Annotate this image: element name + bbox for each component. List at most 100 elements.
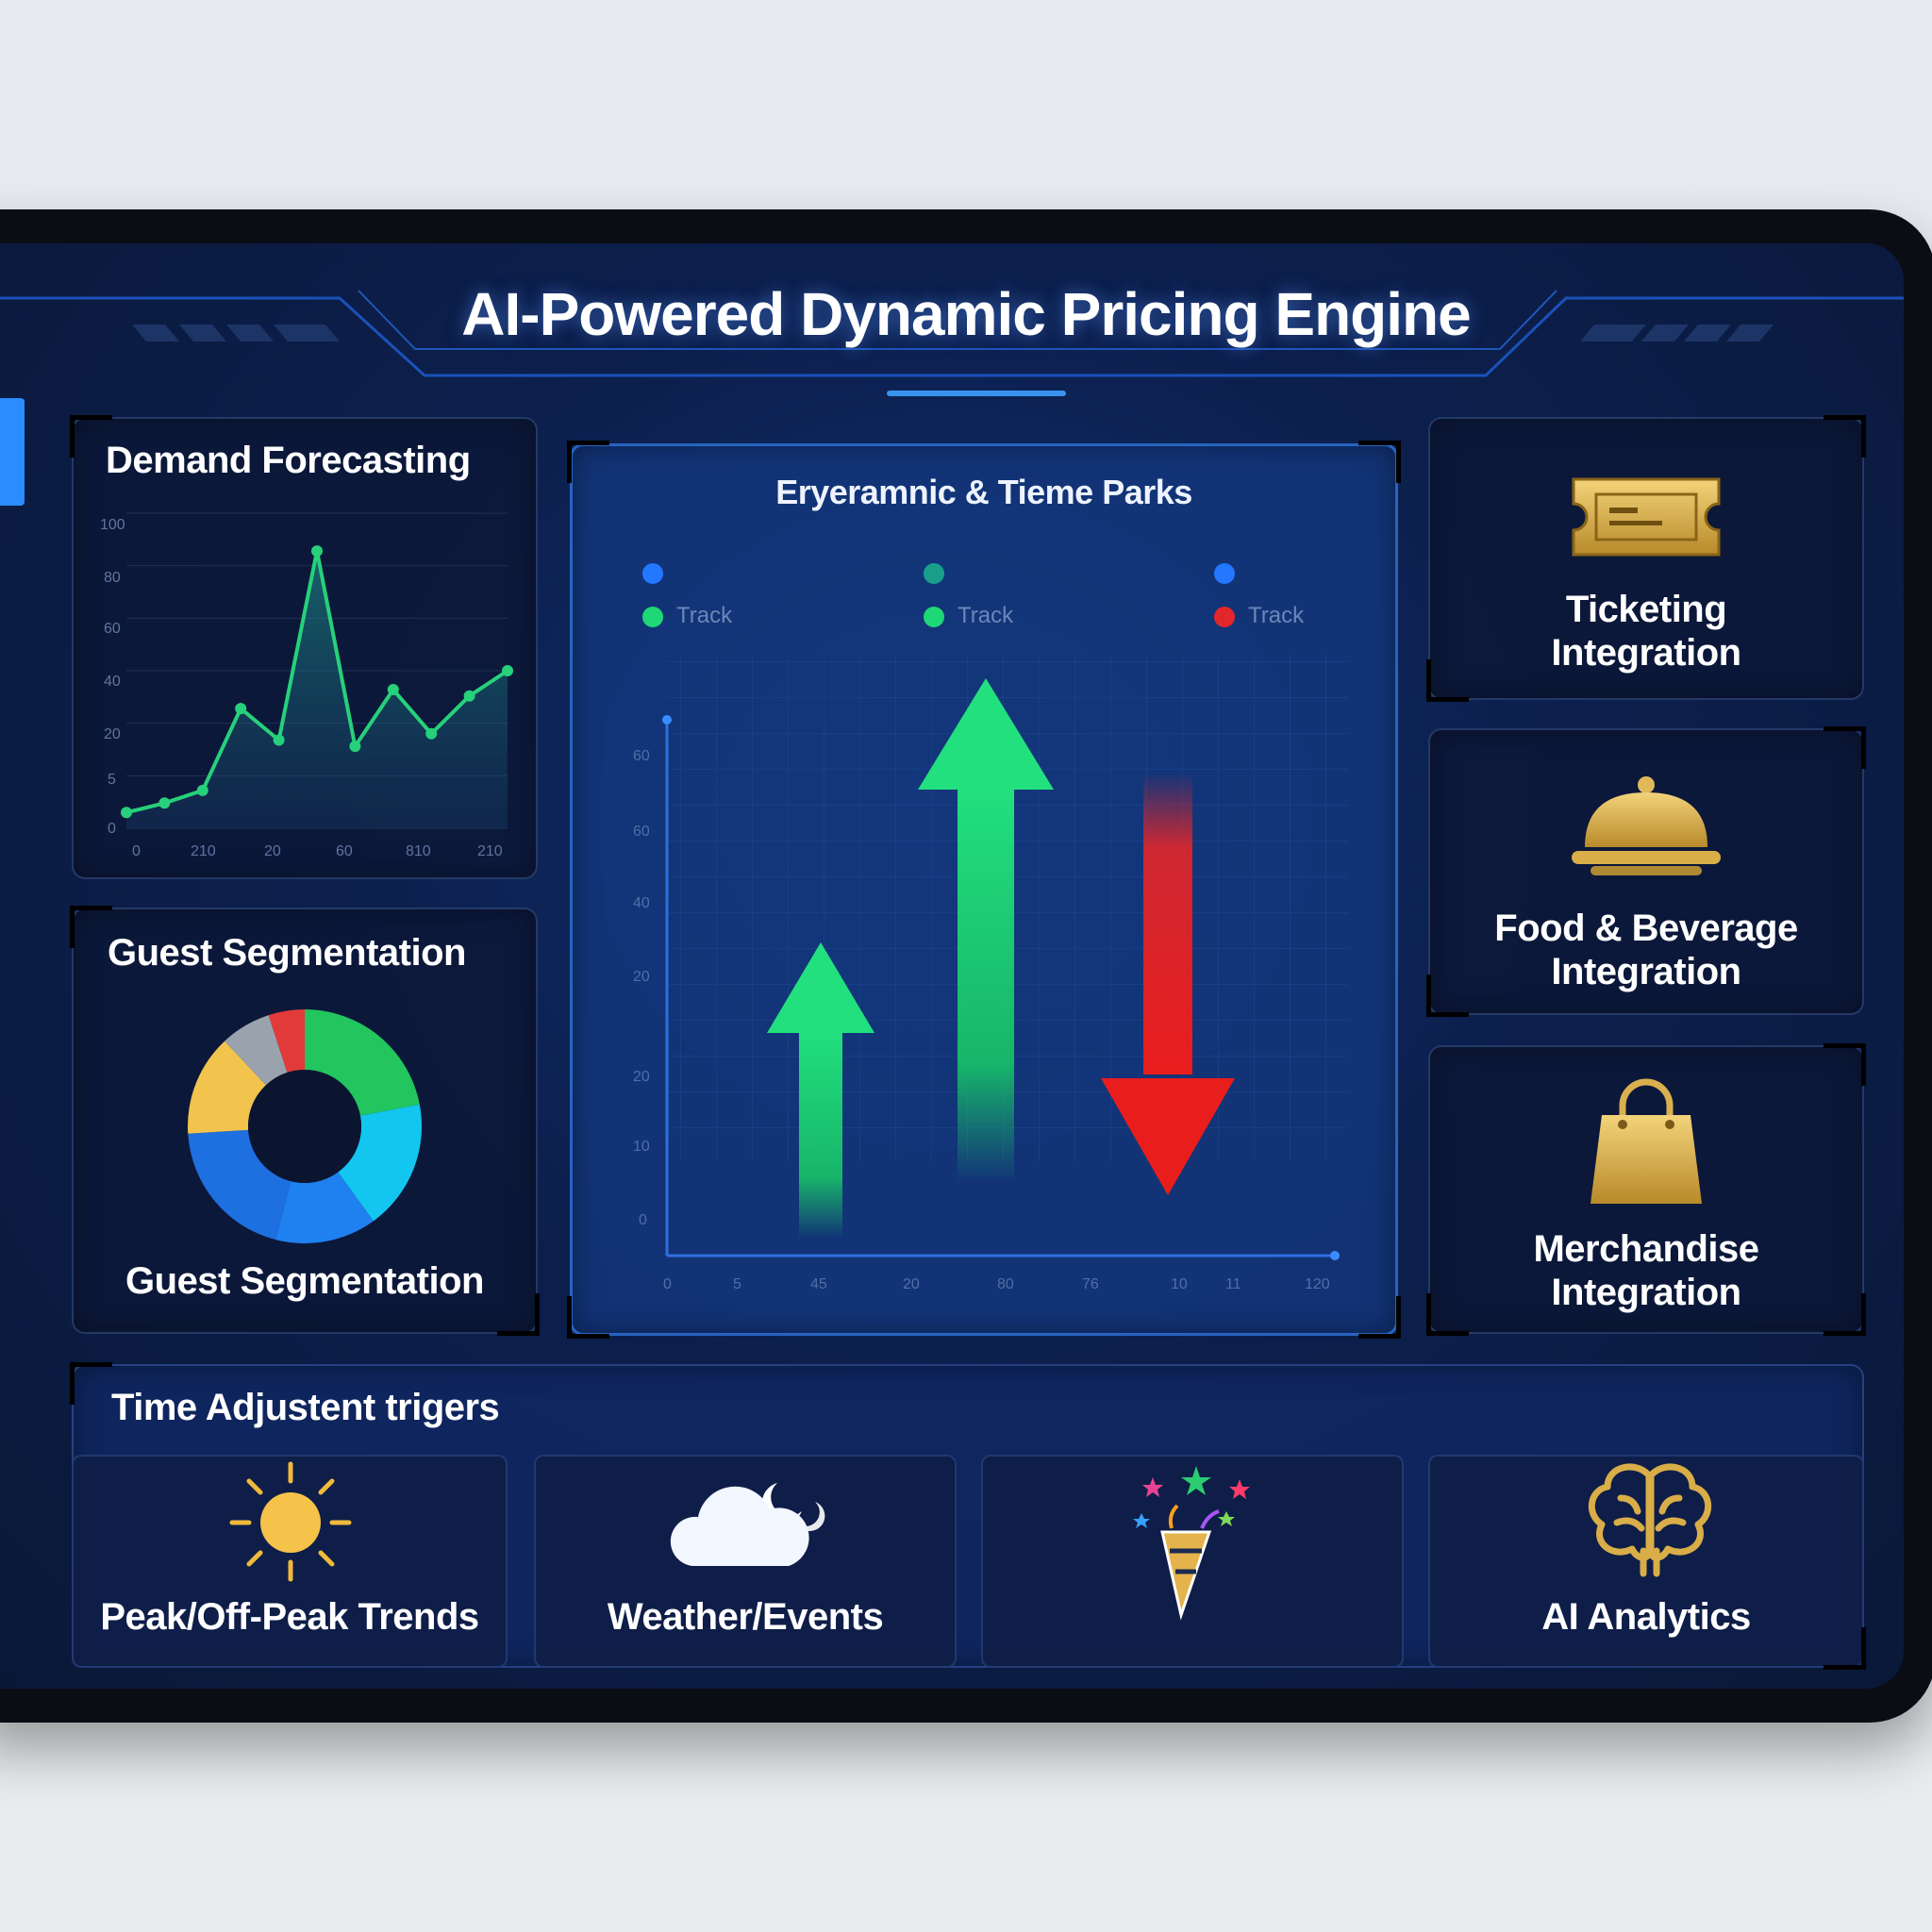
panel-corner <box>1358 1296 1401 1339</box>
ticket-icon <box>1572 477 1721 557</box>
x-tick: 45 <box>810 1276 827 1292</box>
x-tick: 11 <box>1225 1276 1241 1292</box>
shopping-bag-icon <box>1591 1078 1702 1204</box>
trigger-label: Peak/Off-Peak Trends <box>100 1596 479 1638</box>
donut-slice <box>338 1104 422 1222</box>
x-tick: 0 <box>132 843 141 859</box>
trigger-label: Weather/Events <box>607 1596 884 1638</box>
y-tick: 60 <box>104 621 121 637</box>
forecast-point <box>387 684 399 696</box>
panel-corner <box>1824 1043 1866 1086</box>
small-up-arrow <box>767 942 874 1239</box>
trigger-events-celebration[interactable] <box>981 1455 1404 1668</box>
donut-slice <box>188 1129 291 1241</box>
trigger-ai-analytics[interactable]: AI Analytics <box>1428 1455 1866 1670</box>
forecast-point <box>196 784 208 796</box>
forecast-point <box>158 797 171 809</box>
center-chart-title: Eryeramnic & Tieme Parks <box>775 473 1192 511</box>
donut-slice <box>268 1009 305 1073</box>
panel-corner <box>1824 726 1866 769</box>
card-label-line1: Ticketing <box>1565 589 1727 630</box>
guest-segmentation-title: Guest Segmentation <box>108 932 466 974</box>
x-tick: 10 <box>1171 1276 1188 1292</box>
x-tick: 120 <box>1305 1276 1330 1292</box>
panel-corner <box>1426 974 1469 1017</box>
trigger-peak-offpeak[interactable]: Peak/Off-Peak Trends <box>72 1455 508 1668</box>
forecast-area <box>126 551 508 828</box>
panel-corner <box>70 1362 112 1405</box>
panel-corner <box>1426 659 1469 702</box>
legend-dot <box>1214 607 1235 627</box>
y-tick: 20 <box>633 969 650 985</box>
y-tick: 0 <box>108 821 116 837</box>
legend-dot <box>642 607 663 627</box>
forecast-point <box>121 807 132 819</box>
panel-corner <box>567 1296 609 1339</box>
panel-corner <box>70 415 112 458</box>
panel-corner <box>1824 1293 1866 1336</box>
card-label-line2: Integration <box>1551 1272 1741 1313</box>
ticketing-integration-card[interactable]: Ticketing Integration <box>1426 415 1866 702</box>
legend-dot <box>924 607 944 627</box>
forecast-point <box>235 703 247 715</box>
panel-corner <box>1824 415 1866 458</box>
y-tick: 10 <box>633 1139 650 1155</box>
y-tick: 60 <box>633 748 650 764</box>
food-beverage-integration-card[interactable]: Food & Beverage Integration <box>1426 726 1866 1017</box>
demand-forecasting-panel: Demand Forecasting 100 80 60 40 20 5 0 0… <box>70 415 538 879</box>
panel-corner <box>567 441 609 483</box>
merchandise-integration-card[interactable]: Merchandise Integration <box>1426 1043 1866 1336</box>
panel-corner <box>1358 441 1401 483</box>
card-label-line1: Merchandise <box>1533 1228 1759 1270</box>
cloche-icon <box>1572 776 1721 875</box>
donut-slice <box>275 1172 374 1243</box>
party-popper-icon <box>1133 1466 1250 1621</box>
y-tick: 80 <box>104 570 121 586</box>
card-label-line2: Integration <box>1551 951 1741 992</box>
header-plate <box>0 290 1904 396</box>
forecast-point <box>311 545 323 558</box>
trigger-weather-events[interactable]: Weather/Events <box>534 1455 957 1668</box>
large-up-arrow <box>918 678 1054 1182</box>
y-tick: 20 <box>104 726 121 742</box>
panel-corner <box>497 1293 540 1336</box>
y-tick: 60 <box>633 824 650 840</box>
panel-corner <box>1824 1627 1866 1670</box>
y-tick: 40 <box>633 895 650 911</box>
sun-icon <box>229 1461 352 1582</box>
x-tick: 5 <box>733 1276 741 1292</box>
forecast-point <box>463 690 475 702</box>
guest-segmentation-panel: Guest Segmentation Guest Segmentation <box>70 906 540 1336</box>
triggers-title: Time Adjustent trigers <box>111 1387 500 1428</box>
legend-label: Track <box>1248 603 1305 628</box>
panel-corner <box>70 906 112 948</box>
donut-slice <box>305 1009 420 1116</box>
down-arrow <box>1101 773 1235 1195</box>
brain-icon <box>1588 1463 1712 1577</box>
legend-dot <box>924 563 944 584</box>
legend-label: Track <box>676 603 733 628</box>
x-tick: 210 <box>477 843 503 859</box>
x-tick: 60 <box>336 843 353 859</box>
forecast-point <box>502 665 513 676</box>
y-tick: 40 <box>104 674 121 690</box>
guest-segmentation-caption: Guest Segmentation <box>125 1260 484 1302</box>
card-label-line1: Food & Beverage <box>1494 908 1798 949</box>
segmentation-donut <box>188 1009 422 1243</box>
y-tick: 5 <box>108 772 116 788</box>
demand-forecasting-title: Demand Forecasting <box>106 440 471 481</box>
forecast-point <box>273 734 285 746</box>
x-tick: 20 <box>264 843 281 859</box>
legend-dot <box>642 563 663 584</box>
panel-corner <box>1426 1293 1469 1336</box>
side-tab-indicator[interactable] <box>0 398 25 506</box>
x-tick: 210 <box>191 843 216 859</box>
legend-label: Track <box>958 603 1014 628</box>
forecast-point <box>349 741 361 753</box>
x-tick: 76 <box>1082 1276 1099 1292</box>
x-tick: 810 <box>406 843 431 859</box>
trigger-label: AI Analytics <box>1541 1596 1751 1638</box>
price-change-chart <box>662 654 1348 1260</box>
demand-forecast-chart <box>121 512 513 829</box>
legend-dot <box>1214 563 1235 584</box>
